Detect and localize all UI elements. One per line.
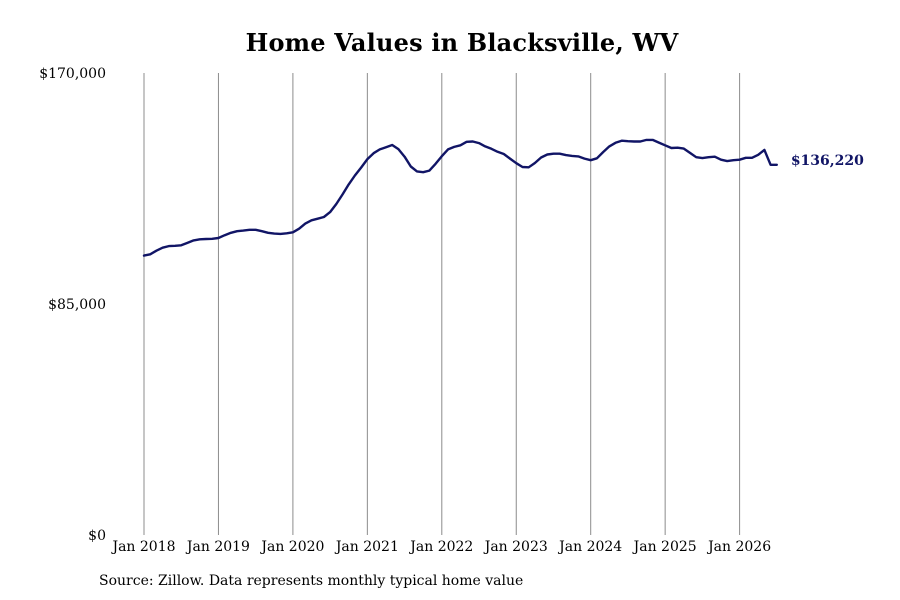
end-value-label: $136,220 [791,153,864,169]
x-tick-label: Jan 2021 [334,539,399,555]
x-tick-label: Jan 2024 [557,539,622,555]
grid-lines [143,73,741,535]
x-tick-label: Jan 2023 [483,539,548,555]
x-tick-label: Jan 2022 [408,539,473,555]
series-line-home-value [142,138,778,257]
y-tick-label: $85,000 [48,297,106,313]
y-tick-label: $170,000 [39,66,106,82]
source-note: Source: Zillow. Data represents monthly … [99,573,524,589]
y-axis-ticks: $0 $85,000 $170,000 [39,66,106,544]
chart-title: Home Values in Blacksville, WV [245,28,679,57]
x-tick-label: Jan 2019 [185,539,250,555]
x-tick-label: Jan 2020 [259,539,324,555]
x-tick-label: Jan 2025 [632,539,697,555]
x-axis-ticks: Jan 2018 Jan 2019 Jan 2020 Jan 2021 Jan 2022… [110,539,771,555]
y-tick-label: $0 [88,528,106,544]
x-tick-label: Jan 2018 [110,539,175,555]
x-tick-label: Jan 2026 [706,539,771,555]
